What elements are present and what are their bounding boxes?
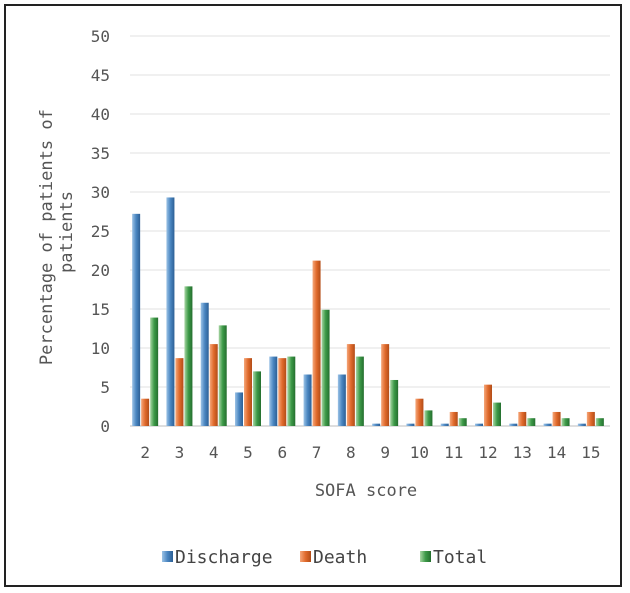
bar-death-15 (586, 411, 595, 426)
bar-total-15 (595, 418, 604, 426)
bar-total-4 (218, 325, 227, 426)
bar-death-3 (175, 358, 184, 426)
bar-total-8 (355, 356, 364, 426)
legend-label: Death (313, 547, 367, 568)
bar-death-7 (312, 260, 321, 426)
bar-discharge-5 (235, 392, 243, 426)
bar-discharge-3 (166, 197, 175, 426)
y-tick-label: 30 (91, 183, 110, 202)
bar-discharge-9 (372, 423, 381, 426)
y-tick-label: 20 (91, 261, 110, 280)
bar-total-12 (493, 402, 501, 426)
x-axis-ticks: 2 3 4 5 6 7 8 9 10 11 12 13 14 15 (140, 443, 600, 462)
legend-swatch (420, 551, 431, 562)
bar-death-10 (415, 398, 424, 426)
x-tick-label: 15 (581, 443, 600, 462)
bar-discharge-11 (440, 423, 449, 426)
bar-death-14 (552, 411, 561, 426)
y-axis-ticks: 0 5 10 15 20 25 30 35 40 45 50 (91, 27, 110, 436)
bar-total-6 (287, 356, 296, 426)
bar-discharge-10 (406, 423, 415, 426)
x-tick-label: 8 (346, 443, 356, 462)
bar-total-7 (321, 309, 330, 426)
bar-death-4 (209, 344, 218, 426)
bar-death-2 (141, 398, 150, 426)
x-tick-label: 6 (277, 443, 287, 462)
x-tick-label: 9 (380, 443, 390, 462)
bar-total-3 (184, 286, 193, 426)
x-axis-label: SOFA score (315, 481, 417, 501)
bar-death-5 (244, 358, 252, 426)
bar-total-14 (561, 418, 570, 426)
bar-total-10 (424, 410, 433, 426)
bar-total-11 (458, 418, 467, 426)
x-tick-label: 2 (140, 443, 150, 462)
x-tick-label: 7 (312, 443, 322, 462)
y-tick-label: 0 (100, 417, 110, 436)
bar-death-13 (518, 411, 527, 426)
y-tick-label: 50 (91, 27, 110, 46)
legend-swatch (300, 551, 311, 562)
y-tick-label: 25 (91, 222, 110, 241)
legend: Discharge Death Total (162, 547, 487, 568)
y-tick-label: 15 (91, 300, 110, 319)
x-tick-label: 11 (444, 443, 463, 462)
y-tick-label: 40 (91, 105, 110, 124)
bar-discharge-14 (543, 423, 552, 426)
y-tick-label: 5 (100, 378, 110, 397)
legend-item-total: Total (420, 547, 487, 568)
y-tick-label: 35 (91, 144, 110, 163)
bar-total-2 (150, 317, 159, 426)
legend-swatch (162, 551, 173, 562)
bar-death-12 (484, 384, 492, 426)
x-tick-label: 5 (243, 443, 253, 462)
bar-death-9 (381, 344, 390, 426)
bar-total-5 (253, 371, 261, 426)
x-tick-label: 10 (410, 443, 429, 462)
bar-discharge-6 (269, 356, 278, 426)
bar-total-9 (390, 379, 399, 426)
y-tick-label: 45 (91, 66, 110, 85)
bar-discharge-13 (509, 423, 518, 426)
legend-item-discharge: Discharge (162, 547, 273, 568)
legend-label: Discharge (175, 547, 273, 568)
bar-total-13 (527, 418, 536, 426)
bar-discharge-4 (200, 302, 209, 426)
legend-item-death: Death (300, 547, 367, 568)
bar-discharge-8 (337, 374, 346, 426)
bar-discharge-7 (303, 374, 312, 426)
x-tick-label: 14 (547, 443, 566, 462)
bar-discharge-2 (132, 213, 141, 426)
x-tick-label: 4 (209, 443, 219, 462)
bar-death-6 (278, 358, 287, 426)
bar-discharge-15 (577, 423, 586, 426)
bar-death-11 (449, 411, 458, 426)
x-tick-label: 12 (478, 443, 497, 462)
y-axis-label: Percentage of patients of patients (37, 99, 77, 365)
bar-death-8 (346, 344, 355, 426)
x-tick-label: 3 (175, 443, 185, 462)
legend-label: Total (433, 547, 487, 568)
bar-discharge-12 (475, 423, 483, 426)
x-tick-label: 13 (513, 443, 532, 462)
y-tick-label: 10 (91, 339, 110, 358)
bars (132, 197, 604, 426)
